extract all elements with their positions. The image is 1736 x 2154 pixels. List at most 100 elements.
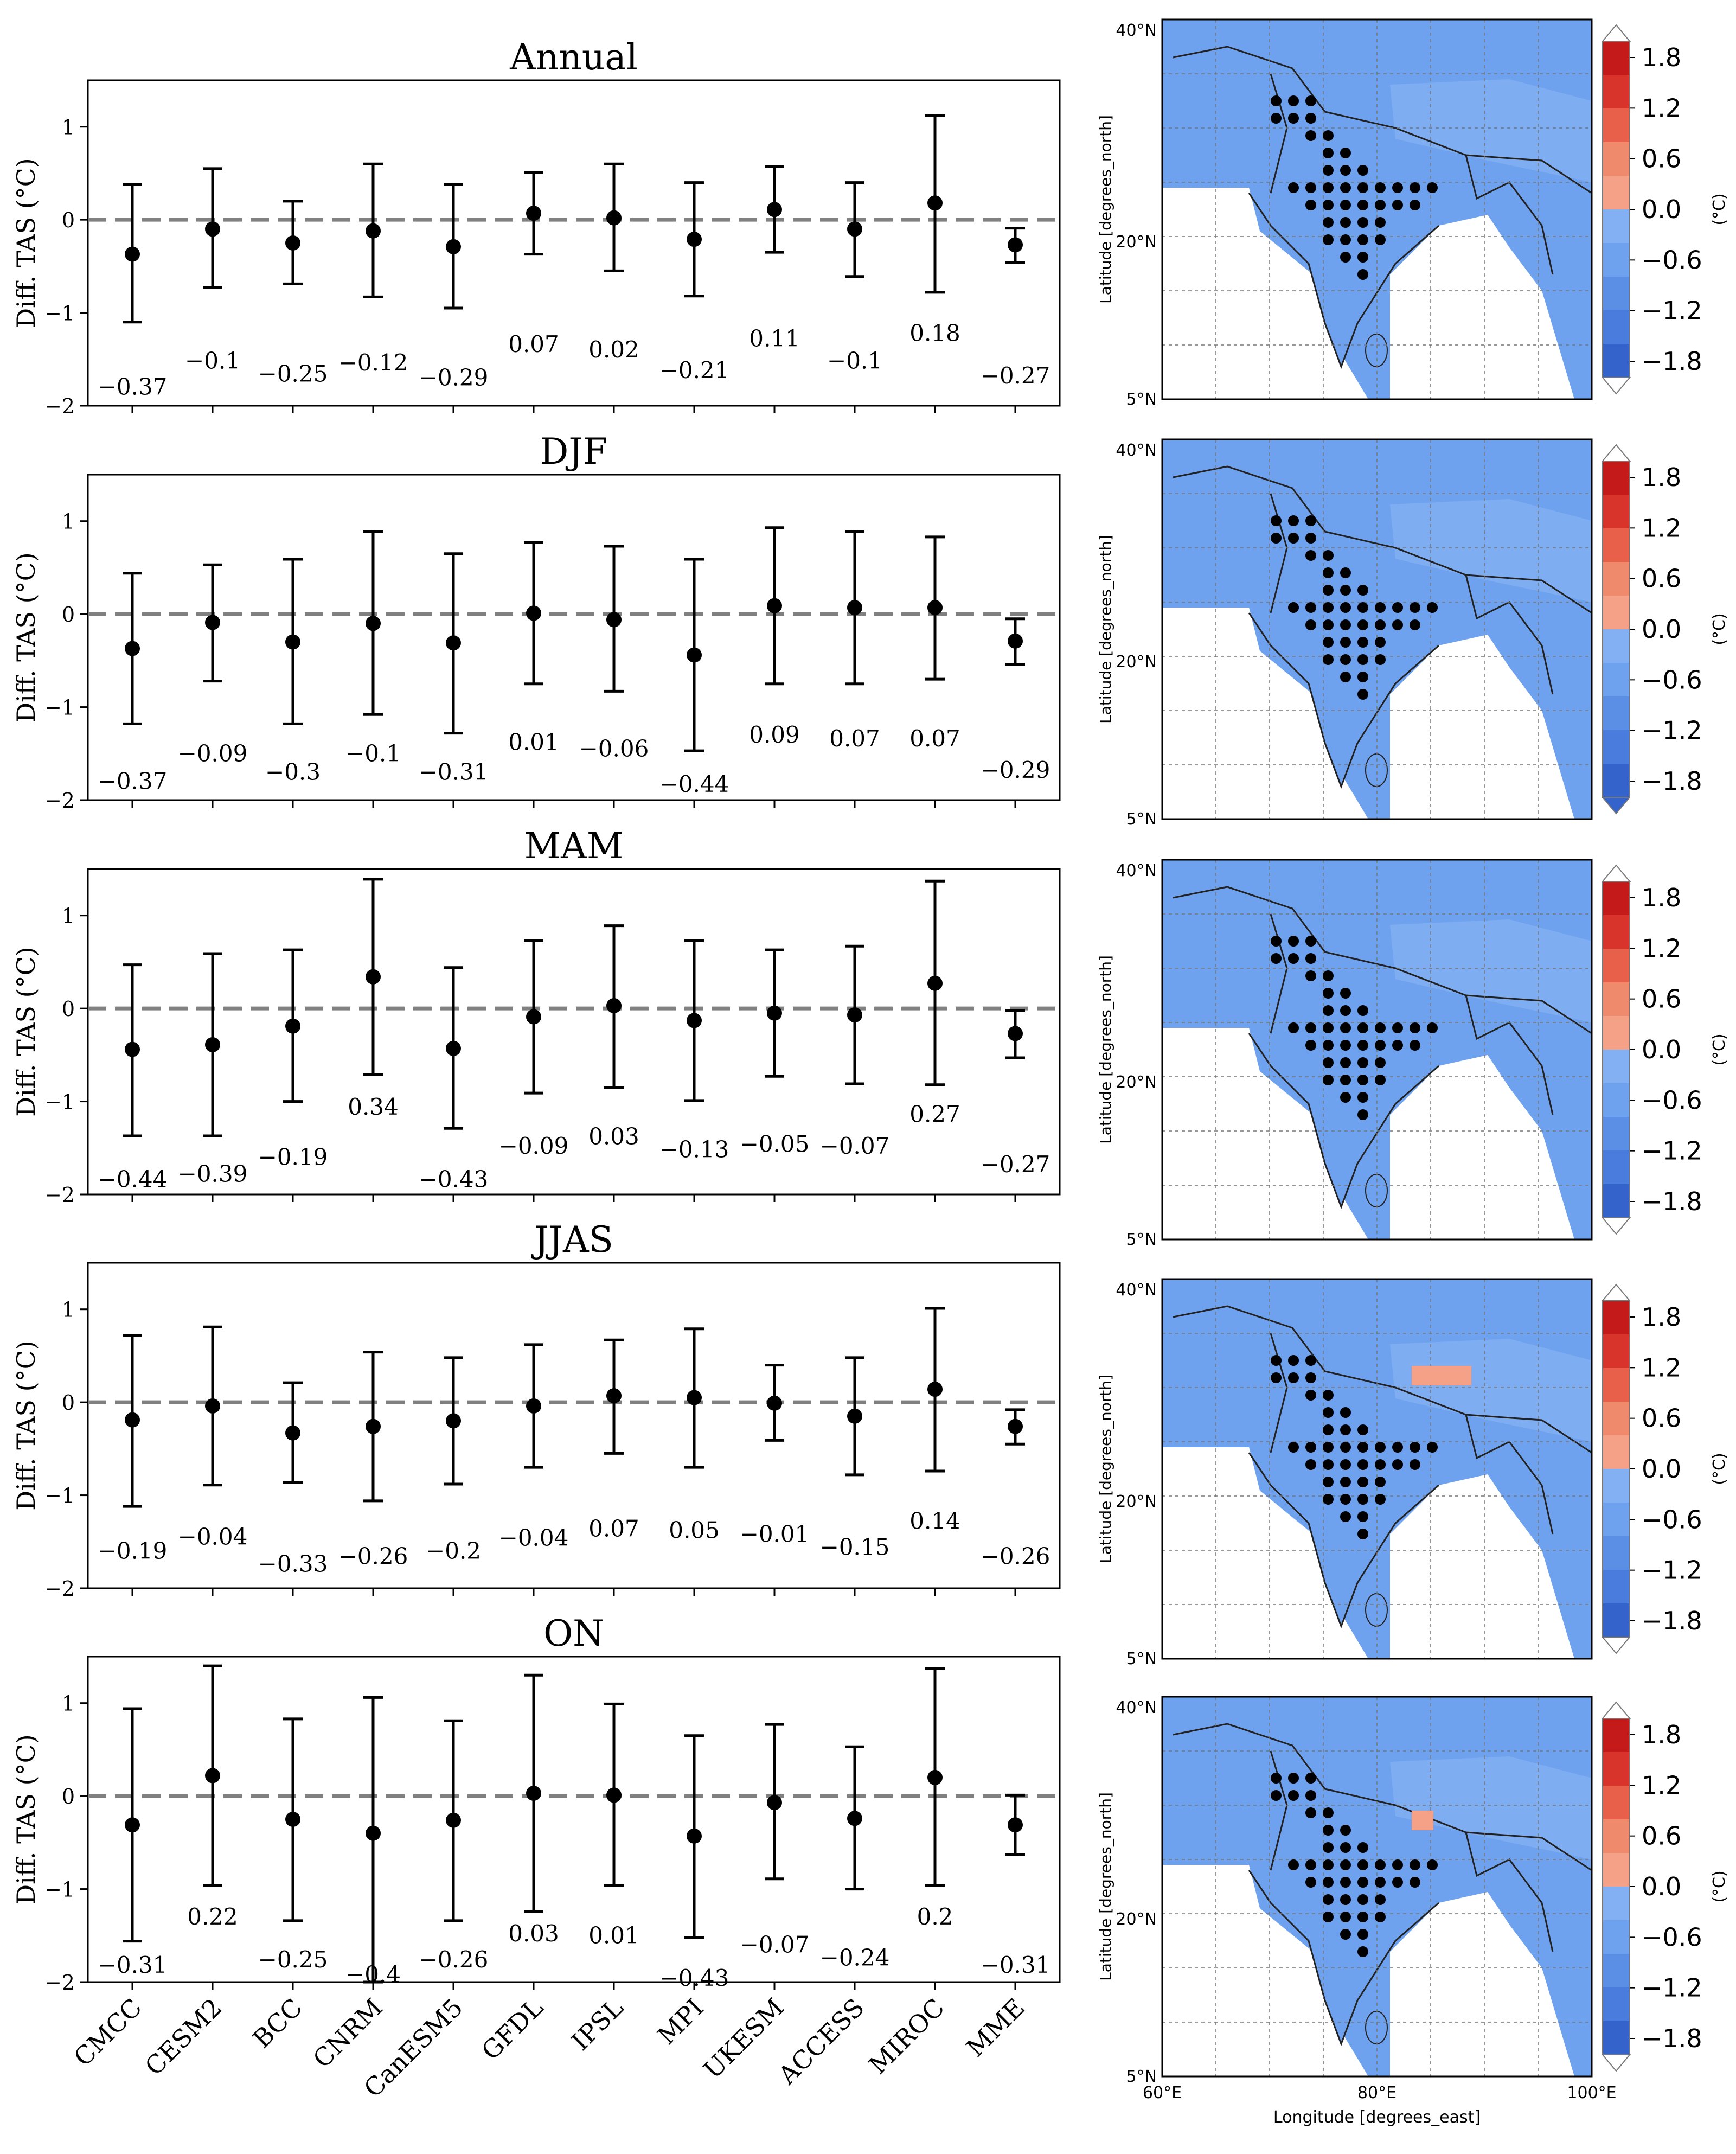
mean-point xyxy=(687,1828,702,1844)
errorbar-access: 0.07 xyxy=(829,530,880,752)
y-tick-label: 1 xyxy=(62,510,75,534)
errorbar-cmcc: −0.19 xyxy=(98,1334,167,1564)
map-frame xyxy=(1161,859,1593,1241)
y-tick-label: 0 xyxy=(62,1785,75,1808)
significance-dot xyxy=(1305,95,1316,106)
ocean-east xyxy=(1390,635,1574,819)
significance-dot xyxy=(1357,1529,1368,1539)
colorbar: 1.8 1.2 0.6 0.0 −0.6 −1.2 −1.8 (°C) xyxy=(1601,1701,1729,2072)
significance-dot xyxy=(1375,1477,1386,1487)
mean-point xyxy=(125,246,140,262)
significance-dot xyxy=(1340,1407,1351,1418)
colorbar-cell xyxy=(1603,75,1630,109)
significance-dot xyxy=(1410,200,1420,210)
significance-dot xyxy=(1357,1022,1368,1033)
data-label: −0.31 xyxy=(981,1952,1050,1978)
errorbar-cnrm: −0.12 xyxy=(338,162,408,376)
significance-dot xyxy=(1357,602,1368,613)
significance-dot xyxy=(1305,619,1316,630)
significance-dot xyxy=(1357,1424,1368,1435)
plot-frame xyxy=(87,474,1061,801)
panel-mam: MAM −2 −1 0 1 Diff. TAS (°C) −0.44 −0.39 −0.19 0.… xyxy=(11,825,1729,1249)
colorbar-cell xyxy=(1603,528,1630,563)
mean-point xyxy=(205,1037,220,1052)
significance-dot xyxy=(1340,182,1351,193)
significance-dot xyxy=(1375,1459,1386,1470)
colorbar-cell xyxy=(1603,1603,1630,1638)
significance-dot xyxy=(1357,1075,1368,1085)
errorbar-cnrm: −0.4 xyxy=(345,1696,401,1987)
significance-dot xyxy=(1357,1929,1368,1940)
ocean-west xyxy=(1162,1865,1368,2076)
significance-dot xyxy=(1410,1022,1420,1033)
errorbar-ukesm: −0.05 xyxy=(740,948,809,1157)
errorbar-access: −0.24 xyxy=(820,1745,889,1971)
errorbar-miroc: 0.2 xyxy=(917,1667,953,1930)
errorbar-bcc: −0.3 xyxy=(265,558,321,785)
errorbar-gfdl: 0.03 xyxy=(508,1673,559,1947)
data-label: −0.12 xyxy=(338,349,408,376)
errorbar-gfdl: −0.04 xyxy=(499,1343,568,1551)
significance-dot xyxy=(1375,1877,1386,1888)
colorbar-cell xyxy=(1603,562,1630,596)
colorbar-tick-label: −1.2 xyxy=(1642,1556,1702,1585)
colorbar-tick-label: 0.6 xyxy=(1642,1404,1681,1433)
mean-point xyxy=(125,1041,140,1057)
significance-dot xyxy=(1271,515,1282,526)
significance-dot xyxy=(1357,637,1368,648)
panel-djf: DJF −2 −1 0 1 Diff. TAS (°C) −0.37 −0.09 −0.3 −0.… xyxy=(11,431,1729,829)
errorbar-ukesm: −0.07 xyxy=(740,1723,809,1958)
data-label: −0.1 xyxy=(827,348,882,374)
significance-dot xyxy=(1340,165,1351,176)
colorbar-cell xyxy=(1603,1368,1630,1402)
significance-dot xyxy=(1375,217,1386,228)
sri-lanka xyxy=(1365,2011,1388,2044)
y-tick-label: 0 xyxy=(62,208,75,232)
x-tick-label: ACCESS xyxy=(772,1993,870,2091)
significance-dot xyxy=(1375,1894,1386,1905)
significance-dot xyxy=(1305,936,1316,947)
colorbar-tick-label: −1.2 xyxy=(1642,1973,1702,2003)
mean-point xyxy=(366,616,381,631)
colorbar-cell xyxy=(1603,881,1630,916)
mean-point xyxy=(285,1425,300,1441)
errorbar-mme: −0.26 xyxy=(981,1408,1050,1570)
significance-dot xyxy=(1288,953,1299,964)
errorbar-cmcc: −0.31 xyxy=(98,1707,167,1978)
errorbar-cesm2: −0.04 xyxy=(178,1325,247,1550)
mean-point xyxy=(1008,633,1023,649)
significance-dot xyxy=(1305,182,1316,193)
colorbar-cell xyxy=(1603,1718,1630,1753)
data-label: 0.2 xyxy=(917,1903,953,1930)
errorbar-mme: −0.29 xyxy=(981,617,1050,783)
errorbar-ipsl: −0.06 xyxy=(579,545,649,762)
colorbar-cell xyxy=(1603,730,1630,764)
significance-dot xyxy=(1305,1442,1316,1453)
significance-dot xyxy=(1288,602,1299,613)
colorbar-tick-label: 1.8 xyxy=(1642,1720,1681,1749)
significance-dot xyxy=(1392,1022,1403,1033)
lat-tick-label: 5°N xyxy=(1126,810,1157,829)
colorbar-tick-label: 1.2 xyxy=(1642,1353,1681,1382)
x-tick-label: CMCC xyxy=(68,1993,148,2072)
significance-dot xyxy=(1375,1494,1386,1505)
colorbar-tick-label: −0.6 xyxy=(1642,1085,1702,1115)
mean-point xyxy=(606,612,622,628)
india-landmass xyxy=(1260,177,1433,367)
errorbar-miroc: 0.18 xyxy=(909,114,960,346)
colorbar-extend-top xyxy=(1601,444,1631,462)
significance-dot xyxy=(1375,637,1386,648)
colorbar-extend-top xyxy=(1601,1283,1631,1301)
significance-dot xyxy=(1340,148,1351,158)
significance-dot xyxy=(1305,1355,1316,1366)
mean-point xyxy=(446,239,461,254)
significance-dot xyxy=(1375,1057,1386,1068)
lat-tick-label: 20°N xyxy=(1116,233,1157,252)
panel-title: DJF xyxy=(540,431,607,472)
significance-dot xyxy=(1288,182,1299,193)
colorbar-cell xyxy=(1603,1334,1630,1369)
colorbar-label: (°C) xyxy=(1710,193,1729,225)
border-himalaya xyxy=(1173,46,1592,194)
colorbar-cell xyxy=(1603,949,1630,983)
colorbar-tick-label: 0.0 xyxy=(1642,1872,1681,1901)
